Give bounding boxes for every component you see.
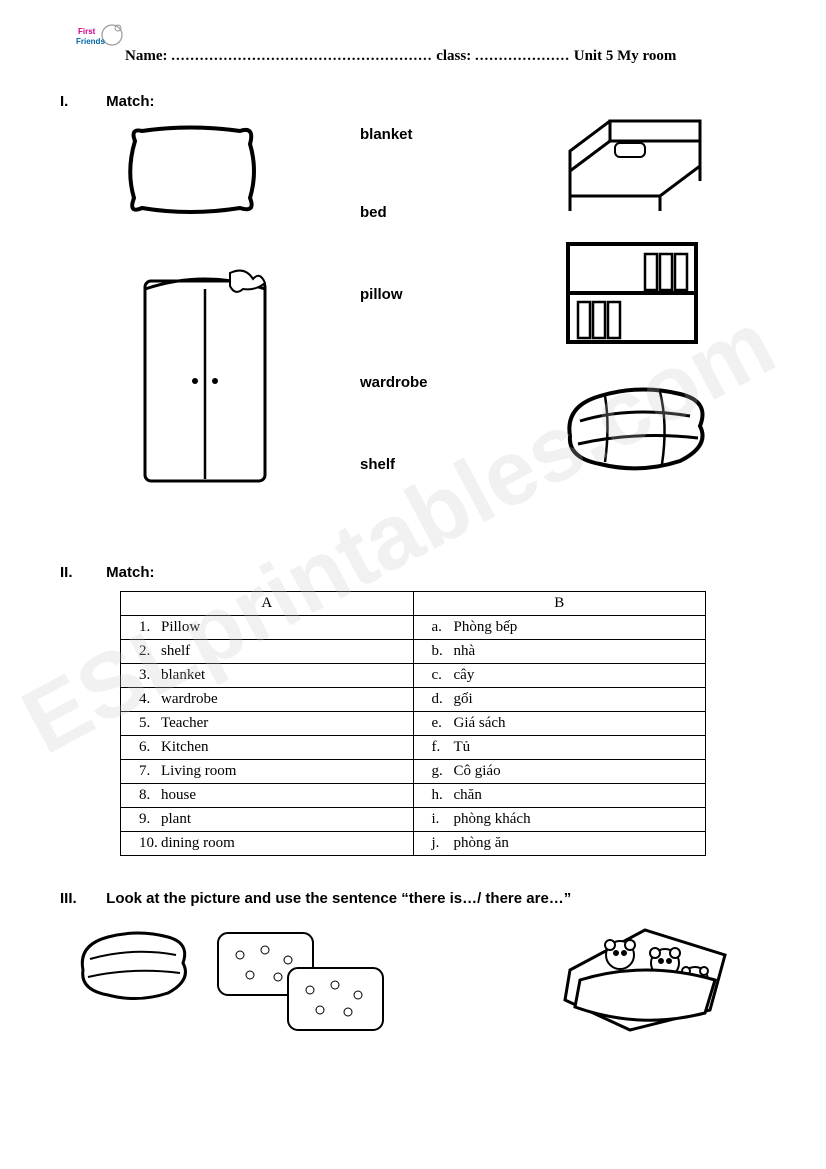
cell-a: 7.Living room	[121, 760, 414, 784]
cell-b: f.Tủ	[413, 736, 706, 760]
cell-a: 3.blanket	[121, 664, 414, 688]
cell-a: 2.shelf	[121, 640, 414, 664]
cell-b: d.gối	[413, 688, 706, 712]
match-word-blanket: blanket	[360, 126, 413, 143]
blanket-small-image	[68, 915, 198, 1015]
pillow-image	[120, 116, 265, 226]
cell-b: c.cây	[413, 664, 706, 688]
section-1-title: Match:	[106, 93, 154, 110]
cell-b: i.phòng khách	[413, 808, 706, 832]
cell-b: j.phòng ăn	[413, 832, 706, 856]
name-blank: ........................................…	[171, 48, 432, 64]
worksheet-header: Name: ..................................…	[125, 48, 766, 65]
table-row: 3.blanketc.cây	[121, 664, 706, 688]
table-row: 8.househ.chăn	[121, 784, 706, 808]
match-word-shelf: shelf	[360, 456, 395, 473]
cell-a: 1.Pillow	[121, 616, 414, 640]
shelf-image	[560, 236, 705, 356]
match-word-bed: bed	[360, 204, 387, 221]
match-word-pillow: pillow	[360, 286, 403, 303]
section-3-title: Look at the picture and use the sentence…	[106, 890, 571, 907]
cell-a: 9.plant	[121, 808, 414, 832]
cell-a: 10.dining room	[121, 832, 414, 856]
cell-b: h.chăn	[413, 784, 706, 808]
svg-text:First: First	[78, 27, 96, 36]
pillows-image	[210, 925, 400, 1040]
table-row: 4.wardrobed.gối	[121, 688, 706, 712]
class-label: class:	[436, 48, 471, 64]
cell-b: b.nhà	[413, 640, 706, 664]
section-2-title: Match:	[106, 564, 154, 581]
table-row: 6.Kitchenf.Tủ	[121, 736, 706, 760]
cell-a: 6.Kitchen	[121, 736, 414, 760]
svg-text:Friends: Friends	[76, 37, 105, 46]
section-1-roman: I.	[60, 93, 102, 110]
class-blank: ....................	[475, 48, 570, 64]
section-3-heading: III. Look at the picture and use the sen…	[60, 890, 766, 907]
table-row: 10.dining roomj.phòng ăn	[121, 832, 706, 856]
section-3-roman: III.	[60, 890, 102, 907]
section-3-pictures	[60, 915, 766, 1055]
col-b-header: B	[413, 592, 706, 616]
cell-b: g.Cô giáo	[413, 760, 706, 784]
table-row: 5.Teachere.Giá sách	[121, 712, 706, 736]
section-2-roman: II.	[60, 564, 102, 581]
name-label: Name:	[125, 48, 167, 64]
col-a-header: A	[121, 592, 414, 616]
table-row: 1.Pillowa.Phòng bếp	[121, 616, 706, 640]
unit-label: Unit 5 My room	[574, 48, 677, 64]
match-table: A B 1.Pillowa.Phòng bếp2.shelfb.nhà3.bla…	[120, 591, 706, 856]
cell-a: 8.house	[121, 784, 414, 808]
logo: First Friends	[70, 20, 130, 60]
cell-b: a.Phòng bếp	[413, 616, 706, 640]
cell-a: 4.wardrobe	[121, 688, 414, 712]
section-1-heading: I. Match:	[60, 93, 766, 110]
blanket-image	[550, 366, 720, 486]
bed-image	[550, 111, 720, 226]
match-word-wardrobe: wardrobe	[360, 374, 428, 391]
wardrobe-image	[135, 261, 275, 496]
bears-in-bed-image	[550, 915, 740, 1040]
table-row: 9.planti.phòng khách	[121, 808, 706, 832]
section-2-heading: II. Match:	[60, 564, 766, 581]
match-area: blanket bed pillow wardrobe shelf	[60, 116, 766, 536]
table-row: 2.shelfb.nhà	[121, 640, 706, 664]
cell-b: e.Giá sách	[413, 712, 706, 736]
table-row: 7.Living roomg.Cô giáo	[121, 760, 706, 784]
cell-a: 5.Teacher	[121, 712, 414, 736]
